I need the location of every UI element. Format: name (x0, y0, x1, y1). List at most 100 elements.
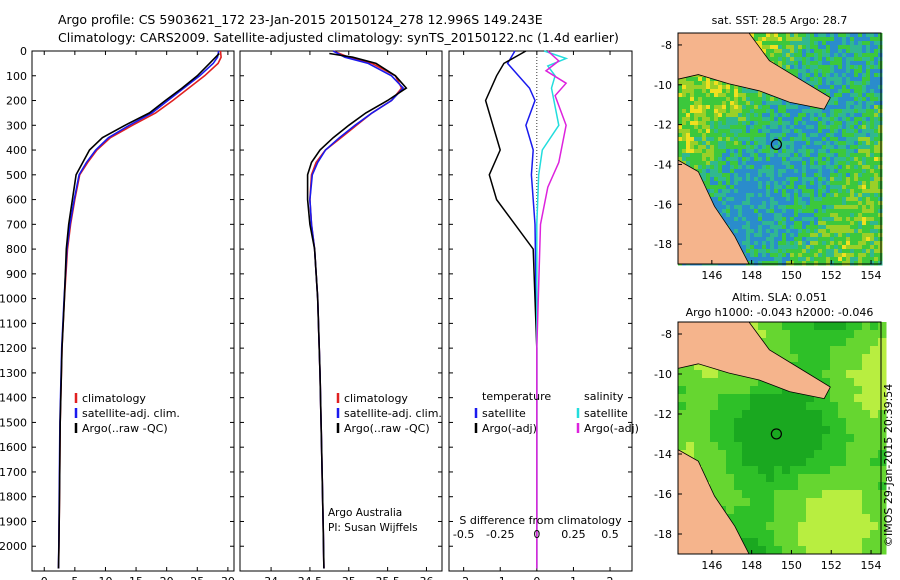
sst-map-cell (742, 181, 747, 186)
sst-map-cell (814, 141, 819, 146)
sst-map-cell (870, 249, 875, 254)
sla-map-cell (758, 410, 767, 419)
sst-map-cell (826, 181, 831, 186)
sst-map-cell (842, 141, 847, 146)
sst-map-cell (798, 121, 803, 126)
sst-map-cell (814, 233, 819, 238)
sst-map-cell (730, 205, 735, 210)
sst-map-cell (734, 193, 739, 198)
sla-map-cell (862, 538, 871, 547)
sst-map-cell (822, 137, 827, 142)
sst-map-cell (802, 185, 807, 190)
sst-map-cell (826, 225, 831, 230)
sst-map-cell (866, 53, 871, 58)
sst-map-cell (822, 73, 827, 78)
sla-map-cell (790, 434, 799, 443)
temperature-xtick-label: 10 (98, 575, 112, 580)
sla-map-cell (726, 386, 735, 395)
sst-map-cell (866, 57, 871, 62)
sst-map-cell (734, 105, 739, 110)
sst-map-cell (830, 129, 835, 134)
sst-map-cell (822, 77, 827, 82)
sst-map-cell (762, 193, 767, 198)
sst-map-cell (806, 117, 811, 122)
sst-map-cell (866, 117, 871, 122)
sst-map-cell (718, 153, 723, 158)
sst-map-cell (734, 145, 739, 150)
sst-map-cell (846, 205, 851, 210)
sla-map-cell (854, 530, 863, 539)
sst-map-cell (782, 245, 787, 250)
sla-map-cell (718, 498, 727, 507)
sst-map-cell (790, 105, 795, 110)
sst-map-cell (834, 73, 839, 78)
temperature-ytick-label: 1800 (0, 491, 27, 504)
sla-map-cell (798, 338, 807, 347)
sla-map-cell (790, 546, 799, 555)
sla-map-cell (806, 522, 815, 531)
sst-map-cell (746, 209, 751, 214)
sst-map-cell (858, 65, 863, 70)
sst-map-cell (706, 129, 711, 134)
sst-map-cell (742, 89, 747, 94)
sla-map-cell (878, 354, 887, 363)
sla-map-cell (830, 538, 839, 547)
sst-map-cell (702, 93, 707, 98)
sst-map-cell (710, 157, 715, 162)
sla-map-cell (774, 346, 783, 355)
sst-map-cell (870, 149, 875, 154)
sla-map-cell (758, 450, 767, 459)
sst-map-cell (834, 153, 839, 158)
sst-map-cell (758, 253, 763, 258)
sst-map-cell (782, 117, 787, 122)
sst-map-cell (854, 89, 859, 94)
sst-map-cell (786, 137, 791, 142)
sst-map-cell (846, 61, 851, 66)
sla-map-cell (870, 538, 879, 547)
sla-map-cell (766, 522, 775, 531)
sst-map-cell (714, 137, 719, 142)
sst-map-cell (806, 161, 811, 166)
sst-map-cell (846, 109, 851, 114)
sla-map-cell (846, 514, 855, 523)
sst-map-cell (770, 193, 775, 198)
sst-map-cell (818, 73, 823, 78)
sst-map-cell (758, 185, 763, 190)
sst-map-cell (698, 85, 703, 90)
sst-map-cell (870, 233, 875, 238)
sst-map-cell (834, 45, 839, 50)
sst-map-cell (858, 249, 863, 254)
sst-map-cell (718, 121, 723, 126)
sst-map-cell (798, 41, 803, 46)
sst-map-cell (874, 241, 879, 246)
sst-map-cell (866, 177, 871, 182)
sst-map-cell (718, 109, 723, 114)
sla-map-cell (862, 490, 871, 499)
sst-map-cell (802, 113, 807, 118)
sst-map-cell (870, 69, 875, 74)
sst-map-cell (702, 153, 707, 158)
sst-map-cell (874, 33, 879, 38)
sla-map-cell (838, 378, 847, 387)
sla-map-cell (742, 426, 751, 435)
sla-map-cell (854, 458, 863, 467)
sst-map-cell (758, 145, 763, 150)
sst-map-cell (774, 233, 779, 238)
sla-map-cell (742, 378, 751, 387)
sst-map-cell (830, 109, 835, 114)
sla-map-cell (734, 378, 743, 387)
sla-map-cell (798, 322, 807, 331)
sla-map-cell (766, 530, 775, 539)
sst-map-cell (730, 125, 735, 130)
sst-map-title: sat. SST: 28.5 Argo: 28.7 (712, 14, 848, 27)
sla-map-cell (814, 498, 823, 507)
sla-map-cell (870, 490, 879, 499)
sst-map-cell (798, 189, 803, 194)
sst-map-cell (810, 141, 815, 146)
sst-map-cell (806, 201, 811, 206)
sst-map-cell (810, 145, 815, 150)
sst-map-cell (862, 77, 867, 82)
sst-map-cell (798, 133, 803, 138)
sst-map-cell (854, 133, 859, 138)
sst-map-cell (806, 129, 811, 134)
